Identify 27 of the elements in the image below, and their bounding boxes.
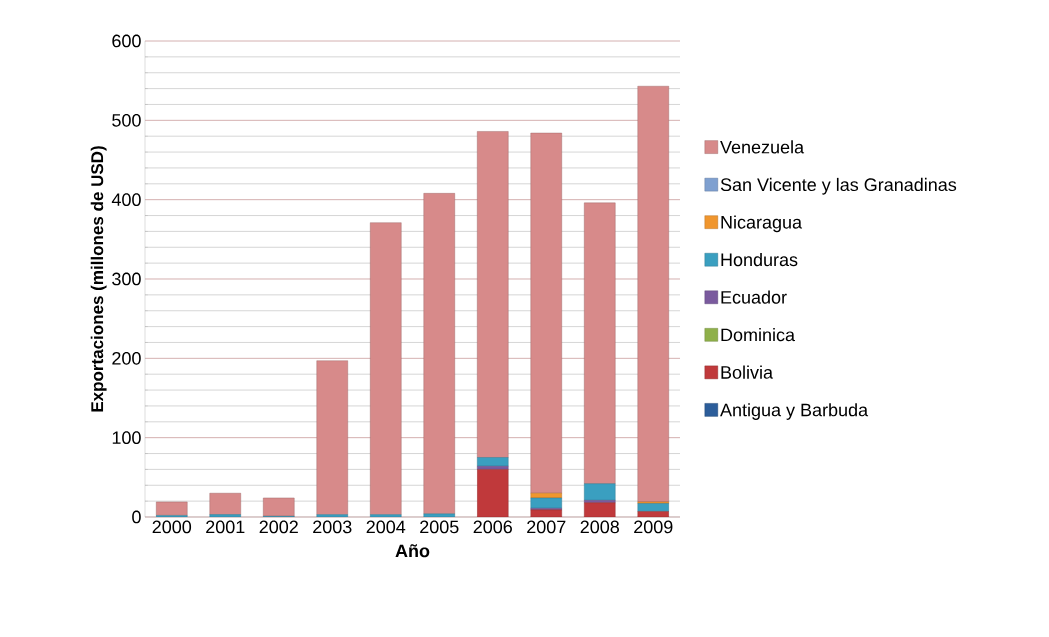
y-tick-label: 300 (112, 272, 141, 286)
y-tick-label: 0 (132, 510, 141, 524)
y-tick-label: 400 (111, 193, 141, 207)
legend-label: Venezuela (720, 140, 805, 154)
legend-label: Nicaragua (721, 215, 803, 233)
legend-label: Honduras (721, 252, 798, 267)
legend-label: San Vicente y las Granadinas (720, 177, 957, 195)
x-tick-label: 2007 (527, 520, 566, 534)
legend-label: Bolivia (721, 365, 774, 379)
y-tick-label: 500 (112, 113, 141, 127)
legend-label: Antigua y Barbuda (720, 403, 869, 420)
legend-label: Dominica (721, 328, 796, 342)
x-axis-title: Año (395, 544, 430, 558)
y-axis-title: Exportaciones (millones de USD) (90, 146, 107, 412)
x-tick-label: 2005 (420, 520, 459, 534)
y-tick-label: 100 (112, 431, 141, 445)
x-tick-label: 2001 (206, 520, 245, 534)
x-tick-label: 2003 (313, 520, 352, 534)
x-tick-label: 2002 (259, 520, 298, 534)
x-tick-label: 2000 (152, 520, 192, 534)
x-tick-label: 2006 (473, 520, 512, 534)
x-tick-label: 2008 (580, 520, 619, 534)
x-tick-label: 2009 (634, 520, 673, 534)
y-tick-label: 200 (112, 351, 141, 365)
x-tick-label: 2004 (366, 520, 406, 534)
legend-label: Ecuador (721, 290, 787, 304)
y-tick-label: 600 (112, 34, 141, 48)
